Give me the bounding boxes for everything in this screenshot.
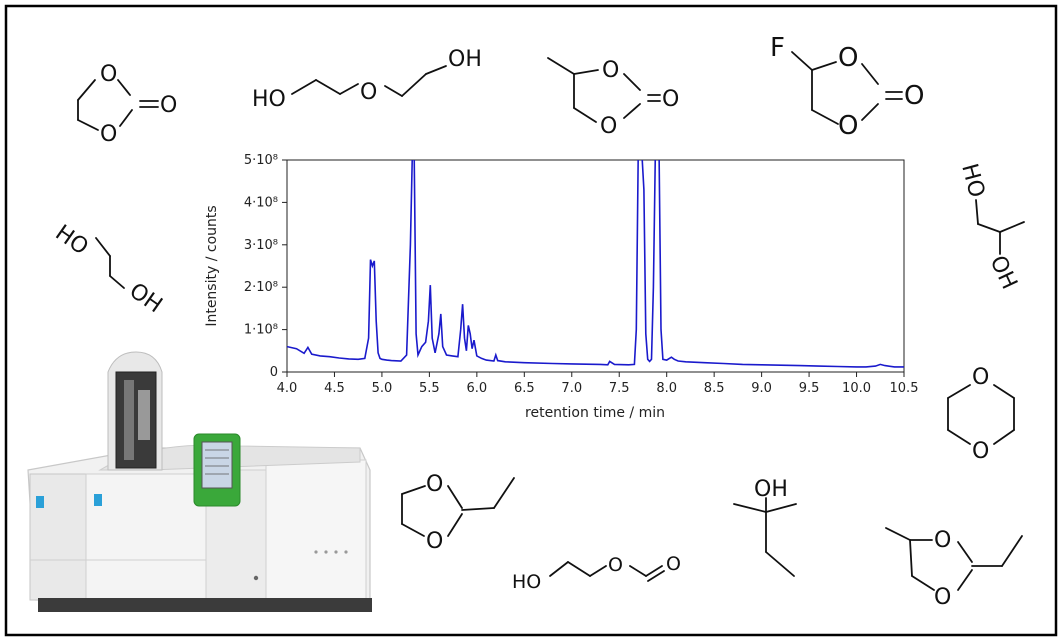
deg-ho: HO bbox=[252, 87, 286, 112]
gas-chromatograph-illustration bbox=[27, 351, 372, 612]
ec-o1: O bbox=[100, 62, 117, 87]
hef-ho: HO bbox=[512, 571, 541, 593]
x-tick-label: 6.0 bbox=[467, 381, 488, 396]
y-tick-label: 1·10⁸ bbox=[244, 323, 278, 338]
molecule-hydroxyethyl-formate: HO O O bbox=[512, 553, 681, 593]
hef-o: O bbox=[608, 554, 623, 576]
x-tick-label: 10.0 bbox=[842, 381, 871, 396]
emd-o1: O bbox=[934, 528, 951, 553]
x-tick-label: 5.5 bbox=[419, 381, 440, 396]
fec-f: F bbox=[770, 33, 785, 63]
molecule-diethylene-glycol: HO O OH bbox=[252, 47, 482, 112]
x-tick-label: 6.5 bbox=[514, 381, 535, 396]
molecule-fluoroethylene-carbonate: F O O O bbox=[770, 33, 924, 141]
x-tick-label: 4.5 bbox=[324, 381, 345, 396]
x-tick-label: 5.0 bbox=[372, 381, 393, 396]
fec-o3: O bbox=[904, 81, 924, 111]
x-tick-label: 8.0 bbox=[656, 381, 677, 396]
hef-o2: O bbox=[666, 553, 681, 575]
deg-o: O bbox=[360, 80, 377, 105]
x-tick-label: 9.0 bbox=[751, 381, 772, 396]
molecule-ethylene-carbonate: O O O bbox=[77, 62, 177, 147]
taa-oh: OH bbox=[754, 477, 788, 502]
pc-o2: O bbox=[600, 114, 617, 139]
molecule-propylene-carbonate: O O O bbox=[547, 57, 679, 139]
pc-o3: O bbox=[662, 87, 679, 112]
plot-area bbox=[286, 159, 905, 373]
y-axis-label: Intensity / counts bbox=[204, 205, 220, 326]
ed-o1: O bbox=[426, 472, 443, 497]
ec-o2: O bbox=[100, 122, 117, 147]
y-tick-label: 0 bbox=[270, 365, 278, 380]
y-axis: 0 1·10⁸ 2·10⁸ 3·10⁸ 4·10⁸ 5·10⁸ bbox=[244, 153, 287, 380]
x-axis: 4.0 4.5 5.0 5.5 6.0 6.5 7.0 7.5 8.0 8.5 9.0 9.5 10.0… bbox=[277, 372, 919, 396]
ed-o2: O bbox=[426, 529, 443, 554]
x-tick-label: 4.0 bbox=[277, 381, 298, 396]
molecule-ethyl-methyl-dioxolane: O O bbox=[885, 527, 1023, 610]
y-tick-label: 3·10⁸ bbox=[244, 238, 278, 253]
molecule-tert-amyl-alcohol: OH bbox=[733, 477, 797, 577]
x-axis-label: retention time / min bbox=[525, 405, 665, 421]
dx-o2: O bbox=[972, 439, 989, 464]
deg-oh: OH bbox=[448, 47, 482, 72]
x-tick-label: 10.5 bbox=[890, 381, 919, 396]
x-tick-label: 7.0 bbox=[561, 381, 582, 396]
molecule-ethyl-dioxolane: O O bbox=[401, 472, 515, 554]
x-tick-label: 7.5 bbox=[609, 381, 630, 396]
chromatogram-chart: 4.0 4.5 5.0 5.5 6.0 6.5 7.0 7.5 8.0 8.5 9.0 9.5 10.0… bbox=[204, 153, 918, 421]
y-tick-label: 4·10⁸ bbox=[244, 195, 278, 210]
ec-o3: O bbox=[160, 93, 177, 118]
y-tick-label: 2·10⁸ bbox=[244, 280, 278, 295]
fec-o2: O bbox=[838, 111, 858, 141]
emd-o2: O bbox=[934, 585, 951, 610]
x-tick-label: 8.5 bbox=[704, 381, 725, 396]
chromatogram-trace bbox=[287, 160, 904, 368]
fec-o1: O bbox=[838, 43, 858, 73]
y-tick-label: 5·10⁸ bbox=[244, 153, 278, 168]
x-tick-label: 9.5 bbox=[799, 381, 820, 396]
pc-o1: O bbox=[602, 58, 619, 83]
molecule-dioxane: O O bbox=[947, 365, 1015, 464]
dx-o1: O bbox=[972, 365, 989, 390]
